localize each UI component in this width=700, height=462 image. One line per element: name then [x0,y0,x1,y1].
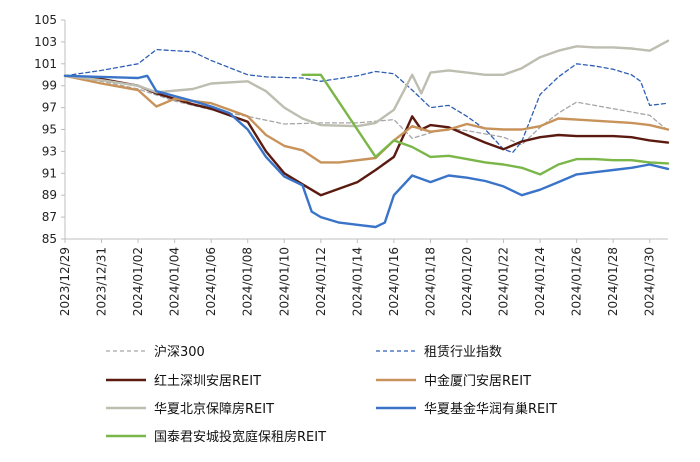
series-lines [63,39,670,229]
legend-label: 中金厦门安居REIT [424,373,531,389]
y-axis: 85 87 89 91 93 95 97 99 101 103 105 [34,13,65,246]
series-line-5 [63,74,670,229]
y-tick-label: 85 [42,232,57,246]
y-tick-label: 87 [42,210,57,224]
legend-label: 国泰君安城投宽庭保租房REIT [154,429,326,445]
x-tick-label: 2024/01/20 [460,247,474,316]
x-tick-label: 2023/12/29 [58,247,72,316]
x-tick-label: 2024/01/14 [350,247,364,316]
x-tick-label: 2024/01/24 [533,247,547,316]
y-tick-label: 103 [34,35,57,49]
y-tick-label: 105 [34,13,57,27]
x-tick-label: 2024/01/04 [168,247,182,316]
plot-frame [64,20,668,240]
y-tick-label: 93 [42,144,57,158]
x-tick-label: 2023/12/31 [95,247,109,316]
x-tick-label: 2024/01/16 [387,247,401,316]
y-tick-label: 101 [34,57,57,71]
y-tick-label: 97 [42,101,57,115]
x-tick-label: 2024/01/12 [314,247,328,316]
series-line-3 [63,74,670,164]
series-line-1 [64,48,669,154]
x-tick-label: 2024/01/28 [606,247,620,316]
y-tick-label: 95 [42,123,57,137]
legend-label: 沪深300 [154,344,205,360]
y-tick-label: 99 [42,79,57,93]
legend-label: 红土深圳安居REIT [154,373,261,389]
series-line-6 [301,73,670,176]
x-tick-label: 2024/01/10 [277,247,291,316]
legend-label: 租赁行业指数 [424,345,502,360]
series-line-0 [64,75,669,146]
legend-label: 华夏基金华润有巢REIT [424,401,557,417]
series-line-4 [63,39,670,128]
y-tick-label: 89 [42,188,57,202]
x-tick-label: 2024/01/06 [204,247,218,316]
x-tick-label: 2024/01/26 [570,247,584,316]
legend-label: 华夏北京保障房REIT [154,401,274,417]
x-tick-label: 2024/01/08 [241,247,255,316]
x-axis: 2023/12/29 2023/12/31 2024/01/02 2024/01/04… [58,239,657,316]
x-tick-label: 2024/01/02 [131,247,145,316]
x-tick-label: 2024/01/18 [423,247,437,316]
x-tick-label: 2024/01/30 [643,247,657,316]
y-tick-label: 91 [42,166,57,180]
x-tick-label: 2024/01/22 [497,247,511,316]
series-line-2 [63,74,670,197]
